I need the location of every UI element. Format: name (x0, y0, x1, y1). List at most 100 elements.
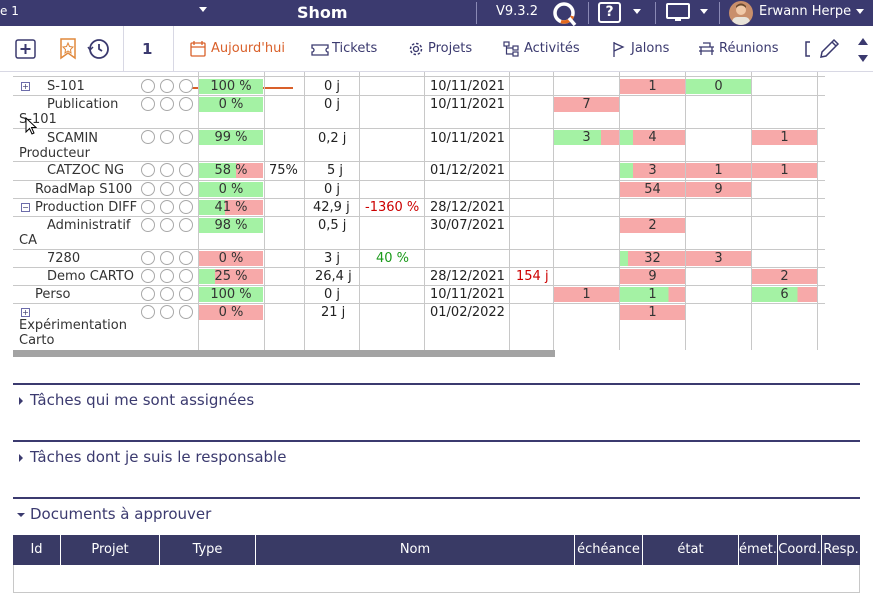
section-title[interactable]: Tâches dont je suis le responsable (30, 448, 287, 466)
help-icon[interactable]: ? (598, 2, 621, 23)
count-badge[interactable]: 0 (686, 79, 751, 94)
user-name[interactable]: Erwann Herpe (759, 4, 852, 19)
status-circle[interactable] (179, 182, 193, 196)
status-circle[interactable] (179, 97, 193, 111)
table-row[interactable]: CATZOC NG 58 % 75% 5 j 01/12/2021 3 1 1 (13, 162, 825, 181)
section-assigned-tasks[interactable]: Tâches qui me sont assignées (13, 383, 860, 439)
chevron-down-icon[interactable] (199, 7, 207, 12)
status-circle[interactable] (179, 130, 193, 144)
column-header-status[interactable]: état (643, 535, 739, 565)
edit-icon[interactable] (818, 38, 842, 60)
table-row[interactable]: + Expérimentation Carto 0 % 21 j 01/02/2… (13, 304, 825, 350)
table-row[interactable]: Demo CARTO 25 % 26,4 j 28/12/2021 154 j … (13, 268, 825, 286)
count-badge[interactable]: 9 (620, 269, 685, 284)
status-circle[interactable] (141, 97, 155, 111)
status-circle[interactable] (141, 130, 155, 144)
horizontal-scrollbar[interactable] (13, 350, 555, 357)
task-name[interactable]: CATZOC NG (47, 163, 125, 178)
task-name[interactable]: Administratif CA (19, 218, 131, 248)
count-badge[interactable]: 1 (620, 305, 685, 320)
avatar[interactable] (729, 1, 753, 25)
status-circle[interactable] (179, 163, 193, 177)
status-circle[interactable] (160, 251, 174, 265)
bookmark-icon[interactable] (58, 38, 78, 60)
column-header-id[interactable]: Id (13, 535, 61, 565)
column-header-issuer[interactable]: émet. (739, 535, 778, 565)
task-name[interactable]: Expérimentation Carto (19, 318, 127, 348)
section-documents-to-approve[interactable]: Documents à approuver (13, 497, 860, 535)
status-circle[interactable] (141, 251, 155, 265)
count-badge[interactable]: 1 (620, 287, 685, 302)
section-title[interactable]: Tâches qui me sont assignées (30, 391, 255, 409)
status-circle[interactable] (160, 287, 174, 301)
status-circle[interactable] (141, 182, 155, 196)
count-badge[interactable]: 1 (620, 79, 685, 94)
expand-icon[interactable]: + (21, 82, 30, 91)
monitor-icon[interactable] (666, 3, 692, 23)
add-button[interactable] (15, 39, 37, 59)
status-circle[interactable] (179, 79, 193, 93)
status-circle[interactable] (160, 269, 174, 283)
history-icon[interactable] (87, 37, 111, 61)
count-badge[interactable]: 3 (620, 163, 685, 178)
status-circle[interactable] (179, 200, 193, 214)
count-badge[interactable]: 1 (752, 130, 817, 145)
chevron-down-icon[interactable] (17, 513, 25, 517)
task-name[interactable]: Demo CARTO (47, 269, 134, 284)
count-badge[interactable]: 9 (686, 182, 751, 197)
app-logo-icon[interactable] (551, 1, 578, 26)
table-row[interactable]: Administratif CA 98 % 0,5 j 30/07/2021 2 (13, 217, 825, 250)
section-responsible-tasks[interactable]: Tâches dont je suis le responsable (13, 440, 860, 496)
section-title[interactable]: Documents à approuver (30, 505, 212, 523)
count-badge[interactable]: 1 (752, 163, 817, 178)
collapse-icon[interactable]: − (21, 203, 30, 212)
expand-icon[interactable]: + (21, 308, 30, 317)
column-header-type[interactable]: Type (160, 535, 256, 565)
notification-count[interactable]: 1 (142, 40, 153, 58)
table-row[interactable]: SCAMIN Producteur 99 % 0,2 j 10/11/2021 … (13, 129, 825, 162)
status-circle[interactable] (141, 200, 155, 214)
status-circle[interactable] (141, 218, 155, 232)
scroll-arrows-icon[interactable] (857, 36, 869, 64)
chevron-down-icon[interactable] (700, 9, 708, 14)
count-badge[interactable]: 1 (554, 287, 619, 302)
task-name[interactable]: SCAMIN Producteur (19, 131, 98, 161)
task-name[interactable]: RoadMap S100 (35, 182, 133, 197)
status-circle[interactable] (160, 200, 174, 214)
status-circle[interactable] (179, 269, 193, 283)
column-header-name[interactable]: Nom (256, 535, 575, 565)
column-header-project[interactable]: Projet (61, 535, 160, 565)
chevron-right-icon[interactable] (19, 397, 23, 405)
table-row[interactable]: + S-101 100 % 0 j 10/11/2021 1 0 (13, 78, 825, 96)
count-badge[interactable]: 54 (620, 182, 685, 197)
task-name[interactable]: Production DIFF (35, 200, 138, 215)
chevron-right-icon[interactable] (19, 454, 23, 462)
column-header-responsible[interactable]: Resp. (823, 542, 859, 557)
column-header-coordinator[interactable]: Coord. (778, 535, 822, 565)
status-circle[interactable] (179, 218, 193, 232)
status-circle[interactable] (160, 218, 174, 232)
chevron-down-icon[interactable] (856, 9, 864, 14)
status-circle[interactable] (141, 269, 155, 283)
table-row[interactable]: 7280 0 % 3 j 40 % 32 3 (13, 250, 825, 268)
table-row[interactable]: RoadMap S100 0 % 0 j 54 9 (13, 181, 825, 199)
status-circle[interactable] (179, 251, 193, 265)
chevron-down-icon[interactable] (633, 9, 641, 14)
status-circle[interactable] (160, 163, 174, 177)
status-circle[interactable] (141, 79, 155, 93)
task-name[interactable]: S-101 (47, 79, 85, 94)
count-badge[interactable]: 2 (752, 269, 817, 284)
count-badge[interactable]: 1 (686, 163, 751, 178)
status-circle[interactable] (160, 97, 174, 111)
count-badge[interactable]: 7 (554, 97, 619, 112)
table-row[interactable]: Publication S-101 0 % 0 j 10/11/2021 7 (13, 96, 825, 129)
status-circle[interactable] (141, 287, 155, 301)
column-header-due-date[interactable]: échéance (575, 535, 643, 565)
table-row[interactable]: − Production DIFF 41 % 42,9 j -1360 % 28… (13, 199, 825, 217)
status-circle[interactable] (141, 163, 155, 177)
status-circle[interactable] (160, 130, 174, 144)
project-selector-label[interactable]: e 1 (0, 4, 19, 18)
status-circle[interactable] (179, 305, 193, 319)
status-circle[interactable] (160, 305, 174, 319)
count-badge[interactable]: 2 (620, 218, 685, 233)
